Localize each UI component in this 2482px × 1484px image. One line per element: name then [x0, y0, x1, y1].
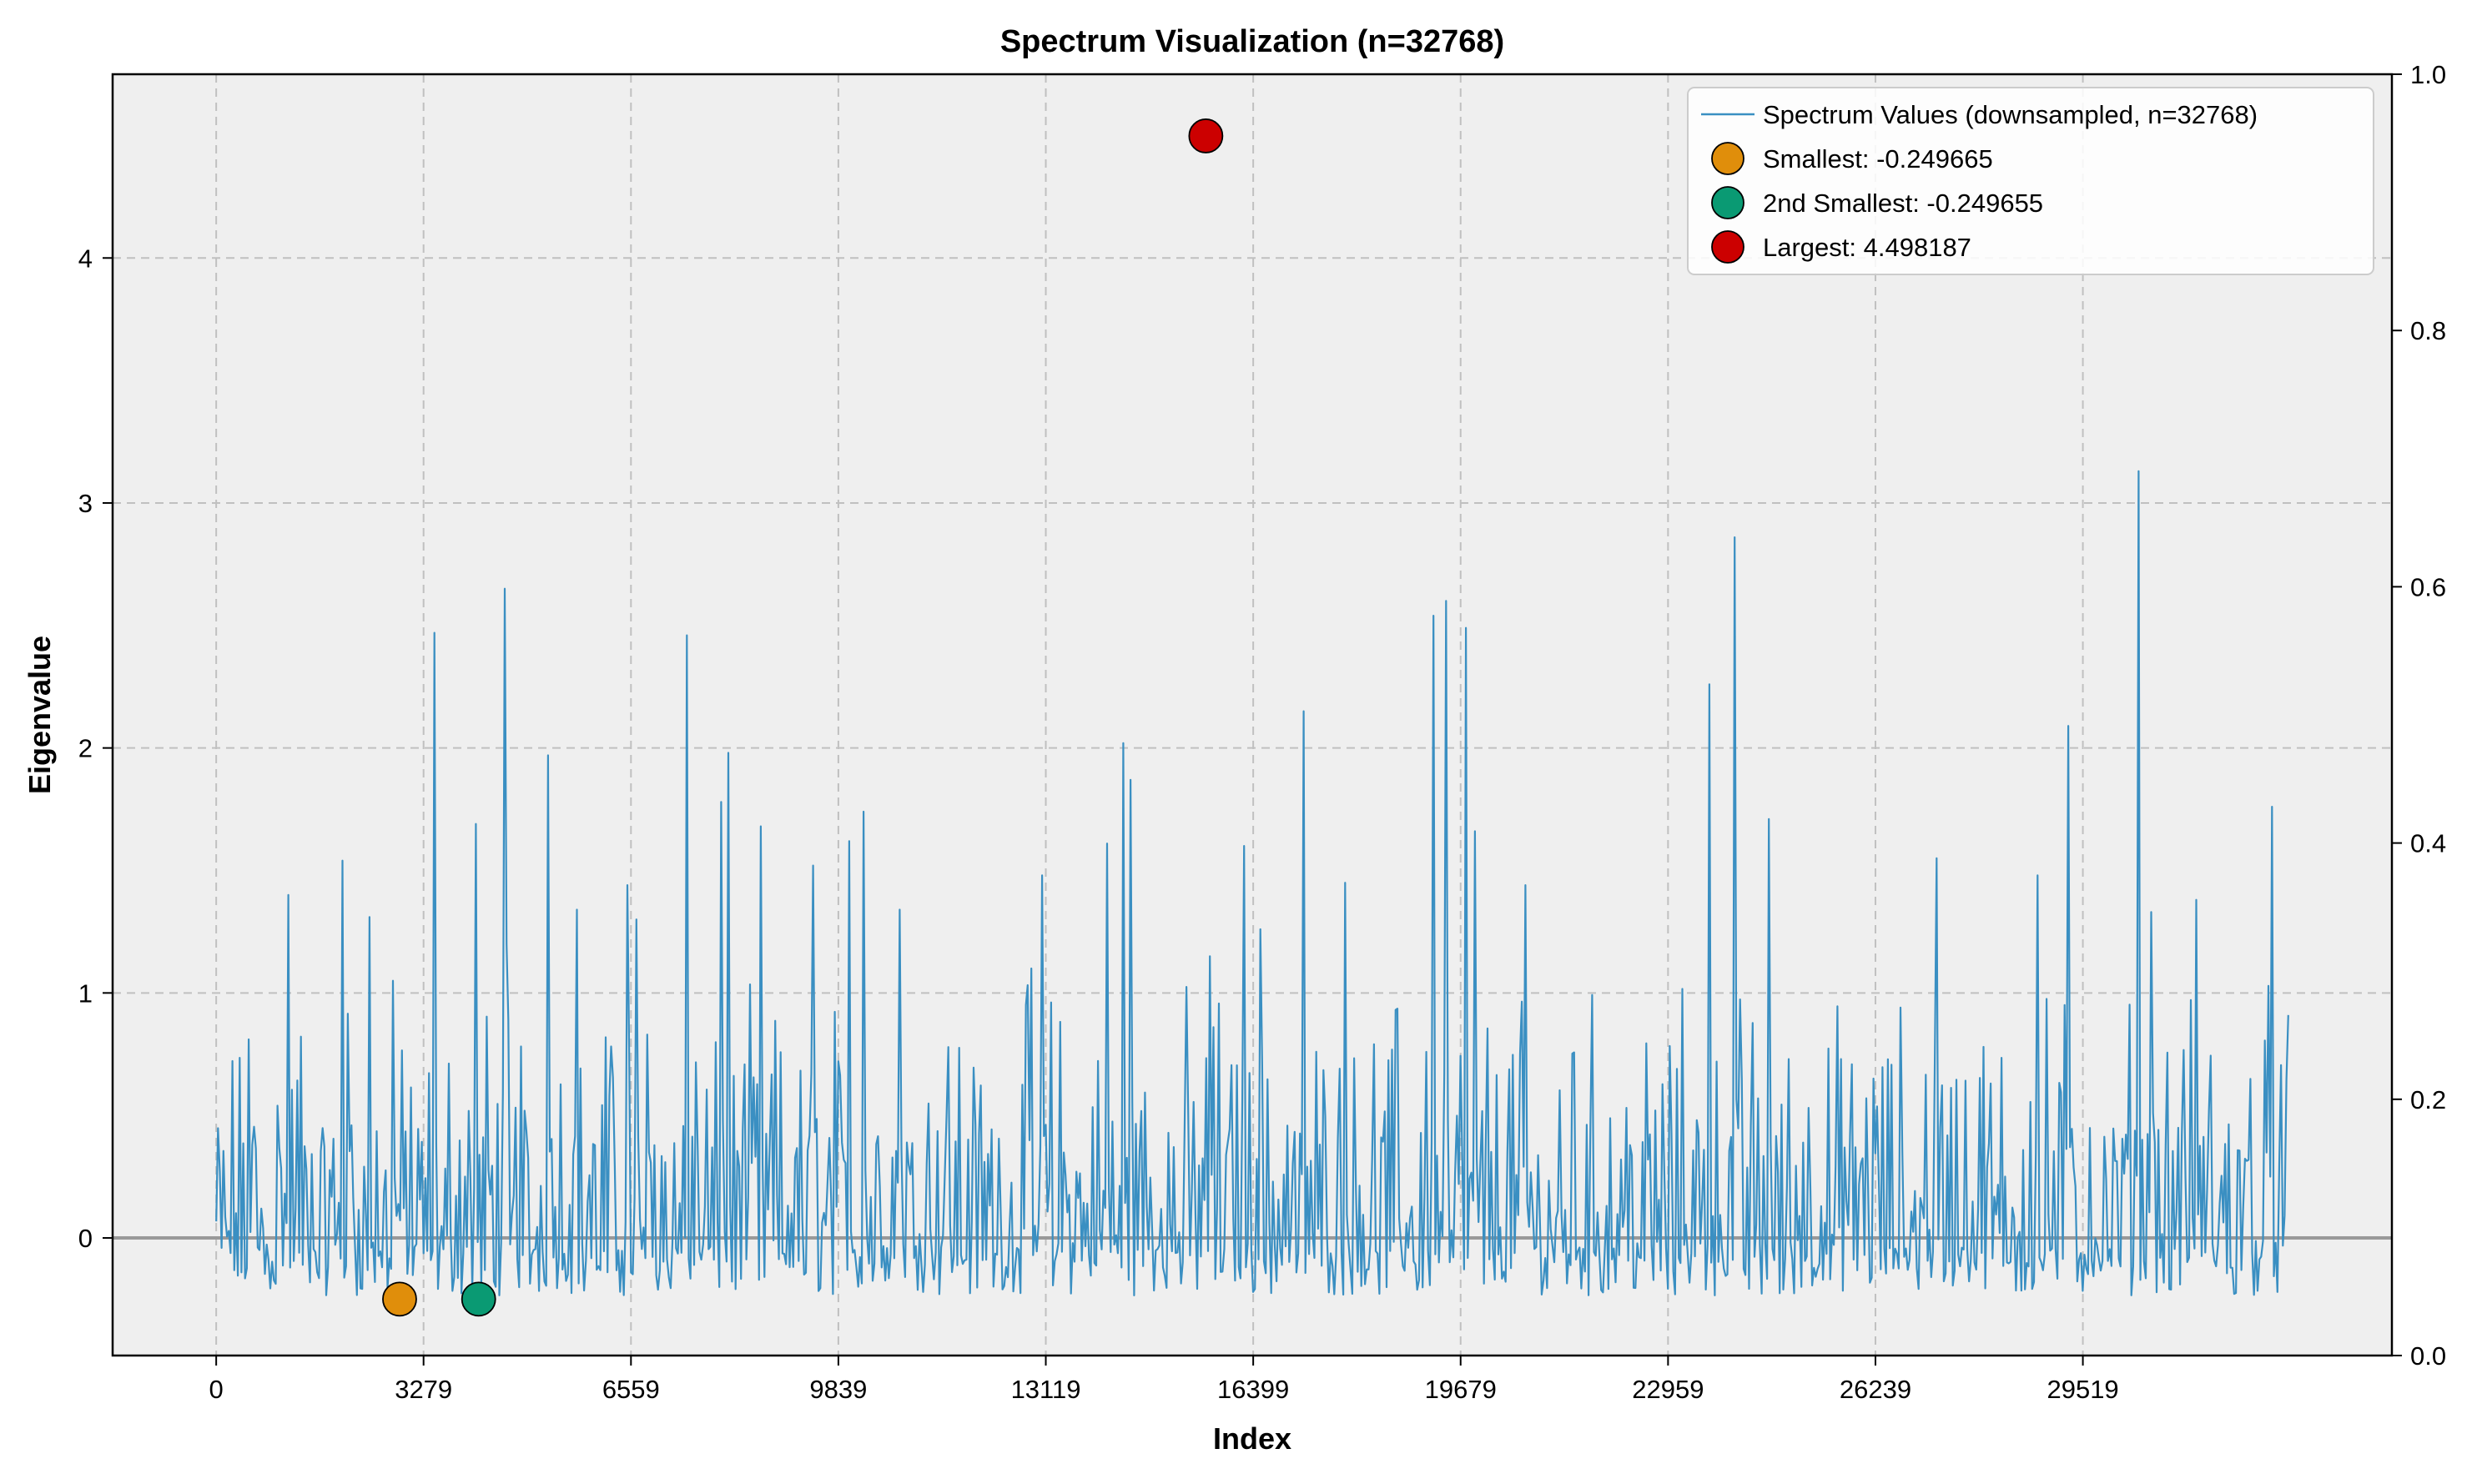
plot-area	[113, 74, 2392, 1356]
legend-smallest-label: Smallest: -0.249665	[1763, 144, 1993, 174]
legend-spectrum-label: Spectrum Values (downsampled, n=32768)	[1763, 100, 2258, 129]
y-tick-label: 3	[78, 489, 93, 518]
x-tick-label: 3279	[395, 1375, 452, 1404]
x-axis: 0 3279 6559 9839 13119 16399 19679 22959 26239 29…	[209, 1356, 2119, 1404]
legend-largest-swatch	[1711, 230, 1744, 264]
x-tick-label: 16399	[1217, 1375, 1289, 1404]
y2-tick-label: 0.2	[2410, 1085, 2446, 1114]
x-tick-label: 29519	[2047, 1375, 2118, 1404]
spectrum-line	[215, 470, 2289, 1297]
smallest-marker	[382, 1281, 417, 1317]
legend-box	[1687, 87, 2374, 275]
second-smallest-marker	[461, 1281, 496, 1317]
y-axis: 0 1 2 3 4	[78, 244, 113, 1253]
y2-tick-label: 0.6	[2410, 572, 2446, 601]
x-tick-label: 19679	[1425, 1375, 1497, 1404]
legend-smallest-swatch	[1711, 142, 1744, 175]
y-axis-label: Eigenvalue	[23, 636, 57, 794]
legend-second-smallest-swatch	[1711, 186, 1744, 219]
y-tick-label: 0	[78, 1224, 93, 1253]
marker-layer	[382, 118, 1224, 1317]
x-axis-label: Index	[1213, 1421, 1291, 1456]
y-tick-label: 2	[78, 734, 93, 763]
largest-marker	[1188, 118, 1224, 153]
y-tick-label: 4	[78, 244, 93, 273]
y2-tick-label: 0.0	[2410, 1341, 2446, 1371]
x-tick-label: 22959	[1632, 1375, 1704, 1404]
y2-tick-label: 0.4	[2410, 829, 2446, 858]
legend: Spectrum Values (downsampled, n=32768) Sm…	[1687, 87, 2374, 275]
x-tick-label: 6559	[602, 1375, 660, 1404]
secondary-y-axis: 0.0 0.2 0.4 0.6 0.8 1.0	[2392, 60, 2446, 1371]
legend-second-smallest-label: 2nd Smallest: -0.249655	[1763, 189, 2043, 218]
x-tick-label: 26239	[1840, 1375, 1911, 1404]
x-tick-label: 13119	[1011, 1375, 1081, 1404]
y2-tick-label: 0.8	[2410, 316, 2446, 345]
chart-title: Spectrum Visualization (n=32768)	[1000, 24, 1504, 59]
x-tick-label: 9839	[809, 1375, 867, 1404]
y2-tick-label: 1.0	[2410, 60, 2446, 89]
y-tick-label: 1	[78, 978, 93, 1008]
x-tick-label: 0	[209, 1375, 224, 1404]
legend-largest-label: Largest: 4.498187	[1763, 233, 1971, 262]
plot-frame	[111, 73, 2394, 1357]
series-layer	[215, 470, 2289, 1297]
